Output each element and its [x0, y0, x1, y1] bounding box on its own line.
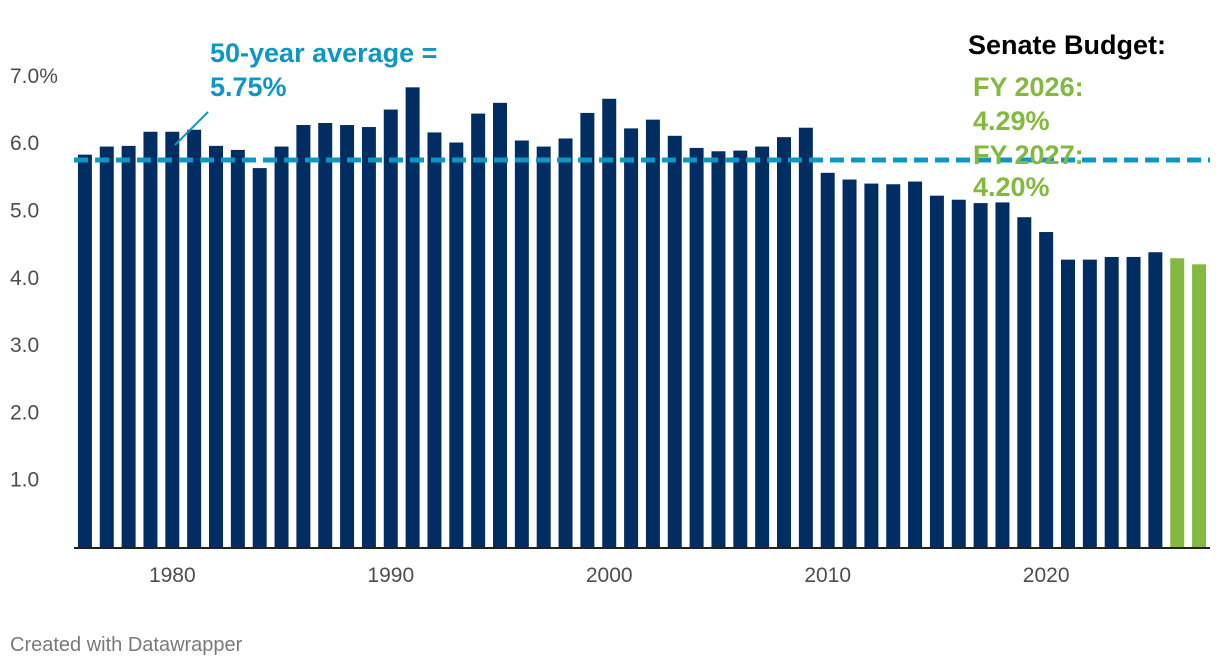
bar-1983: [230, 149, 245, 547]
y-tick-label: 2.0: [10, 401, 39, 424]
bar-1990: [383, 109, 398, 548]
fy2026-value: 4.29%: [973, 106, 1050, 136]
y-tick-label: 5.0: [10, 200, 39, 223]
bar-2015: [929, 195, 944, 547]
bar-2009: [798, 127, 813, 547]
fy2026-label: FY 2026:: [973, 72, 1084, 102]
bars: [77, 87, 1207, 548]
average-annotation-pointer: [174, 111, 209, 146]
bar-1999: [580, 112, 595, 548]
bar-2013: [886, 184, 901, 547]
bar-2020: [1039, 232, 1054, 548]
bar-1977: [99, 146, 114, 547]
bar-1988: [340, 125, 355, 547]
bar-2004: [689, 147, 704, 547]
bar-1992: [427, 132, 442, 547]
bar-2019: [1017, 217, 1032, 548]
bar-1979: [143, 131, 158, 547]
bar-2003: [667, 135, 682, 548]
bar-2008: [777, 137, 791, 547]
y-tick-label: 4.0: [10, 267, 39, 290]
bar-2017: [973, 203, 988, 547]
bar-1996: [514, 140, 529, 547]
bar-1984: [252, 168, 267, 547]
x-tick-label: 1980: [149, 564, 196, 587]
y-tick-label: 1.0: [10, 469, 39, 492]
x-tick-label: 2000: [586, 564, 633, 587]
bar-2018: [995, 202, 1010, 548]
bar-2006: [733, 150, 748, 547]
x-tick-label: 1990: [367, 564, 414, 587]
bar-2024: [1126, 256, 1141, 547]
x-axis: 1980 1990 2000 2010 2020: [149, 564, 1070, 587]
bar-1995: [493, 102, 507, 547]
bar-2021: [1061, 259, 1075, 547]
bar-1976: [77, 154, 92, 547]
y-tick-label: 6.0: [10, 132, 39, 155]
bar-2023: [1104, 256, 1119, 547]
bar-2025: [1148, 252, 1163, 548]
bar-1993: [449, 142, 464, 547]
bar-1981: [187, 129, 202, 548]
bar-1987: [318, 123, 333, 547]
bar-1998: [558, 138, 573, 548]
bar-2001: [624, 128, 639, 547]
bar-2014: [908, 181, 923, 547]
bar-1978: [121, 145, 136, 547]
bar-1986: [296, 125, 311, 547]
bar-1985: [274, 146, 289, 547]
bar-2016: [951, 199, 966, 548]
bar-2000: [602, 98, 617, 547]
bar-1991: [405, 87, 420, 547]
fy2027-label: FY 2027:: [973, 140, 1084, 170]
y-axis: 1.0 2.0 3.0 4.0 5.0 6.0 7.0%: [10, 65, 58, 492]
bar-1994: [471, 113, 486, 547]
bar-2005: [711, 151, 726, 547]
bar-1989: [361, 127, 376, 548]
y-tick-label: 7.0%: [10, 65, 58, 88]
bar-1997: [536, 146, 551, 547]
x-tick-label: 2020: [1023, 564, 1070, 587]
bar-2007: [755, 146, 770, 547]
average-annotation-line1: 50-year average =: [210, 38, 437, 68]
bar-1982: [209, 145, 223, 547]
average-annotation-line2: 5.75%: [210, 72, 287, 102]
bar-2022: [1082, 259, 1097, 547]
bar-1980: [165, 131, 180, 547]
senate-budget-title: Senate Budget:: [968, 30, 1166, 60]
credit-text: Created with Datawrapper: [10, 634, 243, 656]
bar-2027: [1192, 264, 1207, 547]
bar-2010: [820, 172, 835, 547]
fy2027-value: 4.20%: [973, 172, 1050, 202]
bar-2002: [645, 119, 660, 548]
bar-2012: [864, 183, 879, 547]
bar-2011: [842, 179, 857, 548]
x-tick-label: 2010: [804, 564, 851, 587]
bar-2026: [1170, 258, 1185, 547]
y-tick-label: 3.0: [10, 334, 39, 357]
